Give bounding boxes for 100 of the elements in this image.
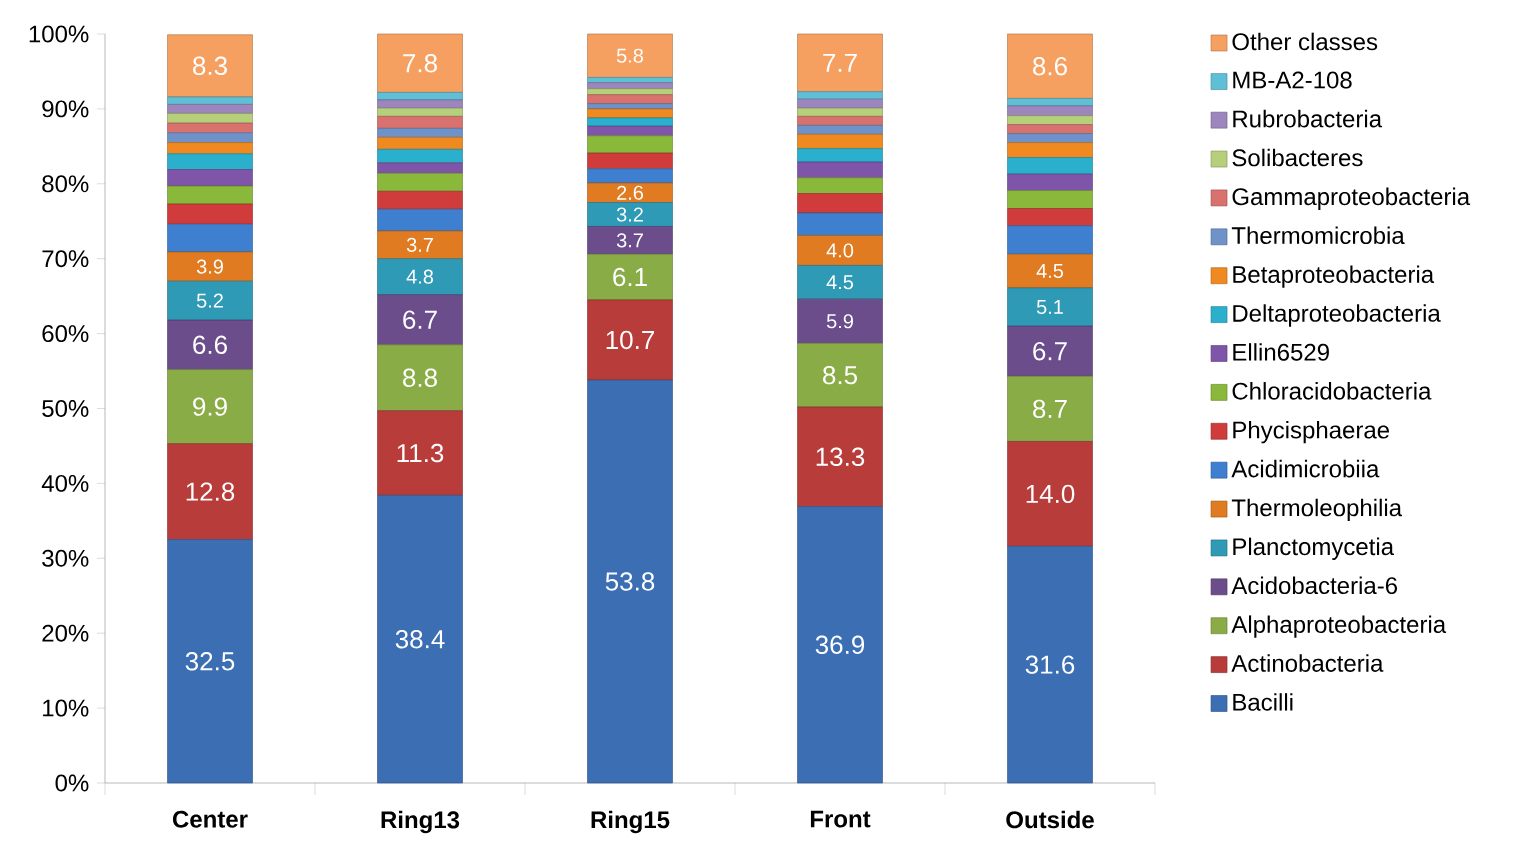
x-tick-label: Center — [172, 810, 248, 828]
data-label: 5.2 — [196, 293, 223, 308]
bar — [797, 235, 883, 266]
bar — [587, 168, 673, 184]
data-label: 8.6 — [1033, 57, 1067, 76]
data-label: 53.8 — [605, 572, 655, 591]
x-tick-label: Front — [810, 810, 871, 828]
data-label: 3.7 — [406, 237, 433, 253]
legend-label: Rubrobacteria — [1233, 110, 1383, 128]
legend-label: Actinobacteria — [1231, 654, 1384, 673]
bar — [797, 162, 883, 179]
bar — [377, 495, 463, 784]
bar — [377, 344, 463, 412]
data-label: 4.5 — [826, 275, 854, 290]
legend-label: Solibacteres — [1232, 148, 1363, 167]
bar — [167, 539, 253, 784]
legend-label: Thermomicrobia — [1231, 226, 1405, 245]
data-label: 36.9 — [815, 635, 865, 655]
bar — [377, 230, 463, 260]
y-tick-label: 20% — [42, 624, 89, 642]
y-tick-label: 0% — [55, 774, 89, 792]
bar — [1007, 441, 1093, 547]
bar — [587, 33, 673, 78]
legend-label: Deltaproteobacteria — [1233, 304, 1441, 327]
bar — [377, 191, 463, 210]
bar — [167, 185, 253, 205]
data-label: 12.8 — [186, 482, 235, 502]
bar — [167, 169, 253, 187]
data-label: 11.3 — [397, 444, 444, 463]
legend-label: Bacilli — [1233, 693, 1293, 711]
data-label: 14.0 — [1026, 484, 1075, 504]
data-label: 31.6 — [1025, 655, 1075, 675]
bar — [587, 135, 673, 154]
data-label: 8.8 — [403, 368, 437, 388]
legend-label: Alphaproteobacteria — [1231, 615, 1447, 638]
x-tick-label: Outside — [1006, 810, 1094, 829]
bar — [1007, 173, 1093, 192]
bar — [167, 132, 253, 144]
data-label: 32.5 — [185, 652, 235, 671]
bar — [587, 254, 673, 301]
bar — [167, 443, 253, 541]
bar — [167, 224, 253, 253]
bar — [377, 99, 463, 109]
bar — [167, 281, 253, 321]
legend-label: Phycisphaerae — [1233, 421, 1389, 444]
data-label: 5.9 — [826, 314, 853, 329]
bar — [377, 137, 463, 150]
data-label: 6.6 — [193, 335, 227, 355]
data-label: 8.7 — [1033, 399, 1067, 419]
bar — [587, 82, 673, 90]
bar — [377, 209, 463, 232]
bar — [797, 212, 883, 237]
legend-label: Planctomycetia — [1233, 537, 1395, 561]
bar — [167, 34, 253, 98]
bar — [797, 125, 883, 135]
data-label: 3.2 — [616, 207, 643, 222]
legend-label: Chloracidobacteria — [1232, 382, 1432, 400]
data-label: 8.5 — [823, 366, 857, 385]
data-label: 4.8 — [406, 269, 434, 284]
legend-label: Acidimicrobiia — [1231, 460, 1380, 478]
bar — [167, 123, 253, 134]
bar — [587, 153, 673, 170]
bar — [167, 153, 253, 171]
y-tick-label: 100% — [29, 25, 89, 43]
bar — [1007, 287, 1093, 327]
legend-label: Acidobacteria-6 — [1231, 576, 1398, 595]
bar — [1007, 225, 1093, 255]
data-label: 6.7 — [403, 310, 437, 330]
bar — [587, 182, 673, 204]
bar — [377, 162, 463, 174]
bar — [1007, 326, 1093, 377]
data-label: 3.9 — [196, 259, 223, 274]
bar — [1007, 142, 1093, 159]
bar — [1007, 124, 1093, 135]
data-label: 13.3 — [816, 447, 865, 467]
y-tick-label: 30% — [42, 550, 89, 567]
bar — [377, 410, 463, 496]
y-tick-label: 40% — [41, 475, 89, 493]
bar — [167, 251, 253, 282]
data-label: 4.5 — [1036, 264, 1064, 279]
bar — [587, 88, 673, 96]
bar — [587, 226, 673, 255]
bar — [1007, 105, 1093, 117]
bar — [1007, 376, 1093, 442]
bar — [1007, 254, 1093, 289]
bar — [797, 91, 883, 100]
data-label: 2.6 — [617, 185, 644, 201]
bar — [167, 96, 253, 105]
bar — [167, 104, 253, 114]
data-label: 8.3 — [193, 56, 227, 76]
data-label: 5.8 — [616, 48, 644, 64]
bar — [167, 320, 253, 371]
bar — [797, 116, 883, 126]
bar — [797, 148, 883, 163]
bar — [587, 379, 673, 784]
data-label: 10.7 — [606, 330, 654, 350]
bar — [377, 173, 463, 192]
bar — [1007, 157, 1093, 175]
bar — [587, 202, 673, 228]
y-tick-label: 80% — [42, 175, 89, 193]
